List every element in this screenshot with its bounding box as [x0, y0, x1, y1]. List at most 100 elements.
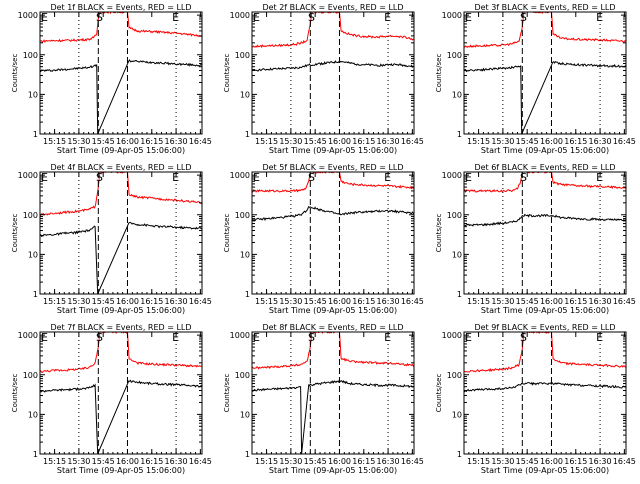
x-tick-label: 16:00 — [116, 457, 139, 466]
y-tick-label: 1000 — [18, 11, 38, 20]
y-tick-label: 10 — [240, 90, 250, 99]
y-tick-label: 10 — [28, 410, 38, 419]
x-tick-label: 15:15 — [255, 457, 278, 466]
x-tick-label: 16:00 — [540, 297, 563, 306]
x-tick-label: 16:15 — [564, 137, 587, 146]
y-axis-label: Counts/sec — [435, 214, 443, 253]
plot-frame — [251, 331, 415, 455]
series-events-line — [40, 59, 202, 134]
series-lld-line — [40, 172, 202, 217]
x-tick-label: 16:15 — [352, 137, 375, 146]
y-tick-label: 1 — [245, 130, 250, 139]
y-tick-label: 10 — [452, 90, 462, 99]
x-tick-label: 15:15 — [43, 297, 66, 306]
x-tick-label: 16:15 — [140, 137, 163, 146]
x-tick-label: 16:15 — [140, 297, 163, 306]
x-tick-label: 15:30 — [491, 297, 514, 306]
x-tick-label: 15:30 — [67, 137, 90, 146]
series-events-line — [252, 60, 414, 72]
marker-e: E — [596, 171, 603, 184]
x-axis-label: Start Time (09-Apr-05 15:06:00) — [57, 146, 185, 155]
plot-frame — [39, 171, 203, 295]
marker-s: S — [96, 171, 103, 184]
panel-title: Det 6f BLACK = Events, RED = LLD — [474, 163, 615, 172]
marker-e-left: E — [41, 331, 48, 344]
x-tick-label: 16:30 — [165, 137, 188, 146]
x-tick-label: 15:15 — [255, 297, 278, 306]
marker-e: E — [596, 331, 603, 344]
marker-e-left: E — [465, 11, 472, 24]
y-tick-label: 1000 — [230, 11, 250, 20]
y-tick-label: 1000 — [442, 331, 462, 340]
panel-title: Det 2f BLACK = Events, RED = LLD — [262, 3, 403, 12]
x-tick-label: 15:15 — [467, 137, 490, 146]
y-axis-label: Counts/sec — [11, 374, 19, 413]
x-tick-label: 15:45 — [92, 457, 115, 466]
marker-e: E — [172, 331, 179, 344]
y-tick-label: 100 — [23, 371, 38, 380]
y-tick-label: 100 — [235, 51, 250, 60]
y-tick-label: 100 — [235, 371, 250, 380]
plot-frame — [39, 331, 203, 455]
y-tick-label: 1 — [33, 290, 38, 299]
y-tick-label: 1 — [245, 450, 250, 459]
series-events-line — [40, 379, 202, 454]
x-tick-label: 16:45 — [613, 297, 636, 306]
x-tick-label: 16:45 — [189, 297, 212, 306]
marker-s: S — [308, 171, 315, 184]
y-tick-label: 100 — [447, 51, 462, 60]
x-tick-label: 15:45 — [304, 137, 327, 146]
y-tick-label: 10 — [28, 250, 38, 259]
panel-title: Det 9f BLACK = Events, RED = LLD — [474, 323, 615, 332]
x-tick-label: 16:30 — [377, 297, 400, 306]
y-tick-label: 10 — [240, 250, 250, 259]
y-tick-label: 10 — [452, 410, 462, 419]
x-tick-label: 16:00 — [540, 457, 563, 466]
y-tick-label: 1000 — [442, 11, 462, 20]
x-tick-label: 15:30 — [279, 457, 302, 466]
marker-e-left: E — [465, 171, 472, 184]
x-tick-label: 16:00 — [116, 137, 139, 146]
x-tick-label: 16:00 — [540, 137, 563, 146]
marker-e: E — [172, 11, 179, 24]
series-lld-line — [252, 172, 414, 193]
y-tick-label: 100 — [447, 211, 462, 220]
x-tick-label: 16:15 — [352, 457, 375, 466]
y-tick-label: 1 — [457, 130, 462, 139]
plot-frame — [463, 11, 627, 135]
y-tick-label: 1000 — [18, 171, 38, 180]
series-lld-line — [464, 332, 626, 373]
x-tick-label: 16:45 — [401, 297, 424, 306]
x-tick-label: 15:30 — [67, 457, 90, 466]
marker-e: E — [384, 171, 391, 184]
marker-e: E — [384, 11, 391, 24]
panel-title: Det 7f BLACK = Events, RED = LLD — [50, 323, 191, 332]
x-tick-label: 15:45 — [304, 297, 327, 306]
x-tick-label: 15:30 — [491, 457, 514, 466]
x-tick-label: 15:15 — [255, 137, 278, 146]
x-tick-label: 15:45 — [92, 137, 115, 146]
panel-title: Det 4f BLACK = Events, RED = LLD — [50, 163, 191, 172]
x-tick-label: 16:30 — [165, 297, 188, 306]
y-axis-label: Counts/sec — [435, 54, 443, 93]
x-axis-label: Start Time (09-Apr-05 15:06:00) — [481, 146, 609, 155]
y-tick-label: 1 — [457, 290, 462, 299]
plot-frame — [463, 331, 627, 455]
marker-e-left: E — [465, 331, 472, 344]
series-events-line — [464, 61, 626, 134]
plot-frame — [463, 171, 627, 295]
marker-s: S — [96, 11, 103, 24]
x-tick-label: 16:15 — [352, 297, 375, 306]
marker-e-left: E — [253, 171, 260, 184]
x-axis-label: Start Time (09-Apr-05 15:06:00) — [269, 306, 397, 315]
x-tick-label: 16:30 — [589, 137, 612, 146]
x-tick-label: 15:45 — [516, 297, 539, 306]
y-tick-label: 100 — [447, 371, 462, 380]
panel-title: Det 3f BLACK = Events, RED = LLD — [474, 3, 615, 12]
